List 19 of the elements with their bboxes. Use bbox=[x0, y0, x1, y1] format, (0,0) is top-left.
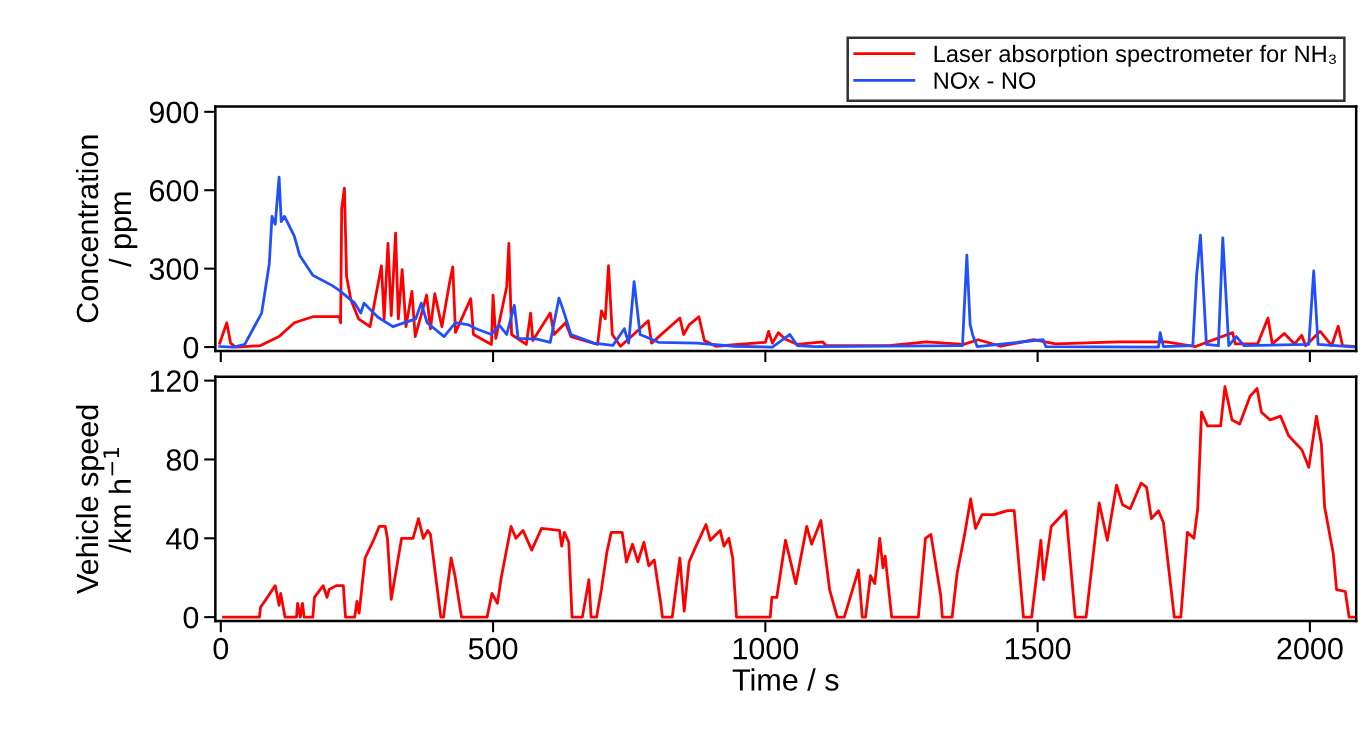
y-tick-label: 300 bbox=[149, 258, 199, 280]
x-axis-title: Time / s bbox=[732, 668, 839, 691]
y-axis-title: Vehicle speed /km h$^{−1}$ bbox=[75, 405, 132, 594]
legend-label: NOx - NO bbox=[934, 72, 1036, 89]
y-axis-title: Concentration / ppm bbox=[75, 135, 138, 323]
x-tick-label: 0 bbox=[213, 637, 229, 660]
y-tick-label: 600 bbox=[149, 179, 199, 202]
y-tick-label: 40 bbox=[166, 528, 199, 550]
y-tick-label: 80 bbox=[166, 449, 199, 471]
y-tick-label: 0 bbox=[183, 606, 199, 629]
y-tick-label: 0 bbox=[183, 336, 199, 359]
line-series bbox=[222, 385, 1357, 619]
legend-label: Laser absorption spectrometer for NH₃ bbox=[934, 44, 1336, 67]
x-tick-label: 1000 bbox=[733, 637, 799, 660]
x-tick-label: 1500 bbox=[1005, 637, 1071, 660]
y-tick-label: 900 bbox=[149, 101, 199, 124]
y-tick-label: 120 bbox=[150, 370, 199, 392]
x-tick-label: 500 bbox=[468, 637, 518, 660]
x-tick-label: 2000 bbox=[1277, 637, 1343, 660]
